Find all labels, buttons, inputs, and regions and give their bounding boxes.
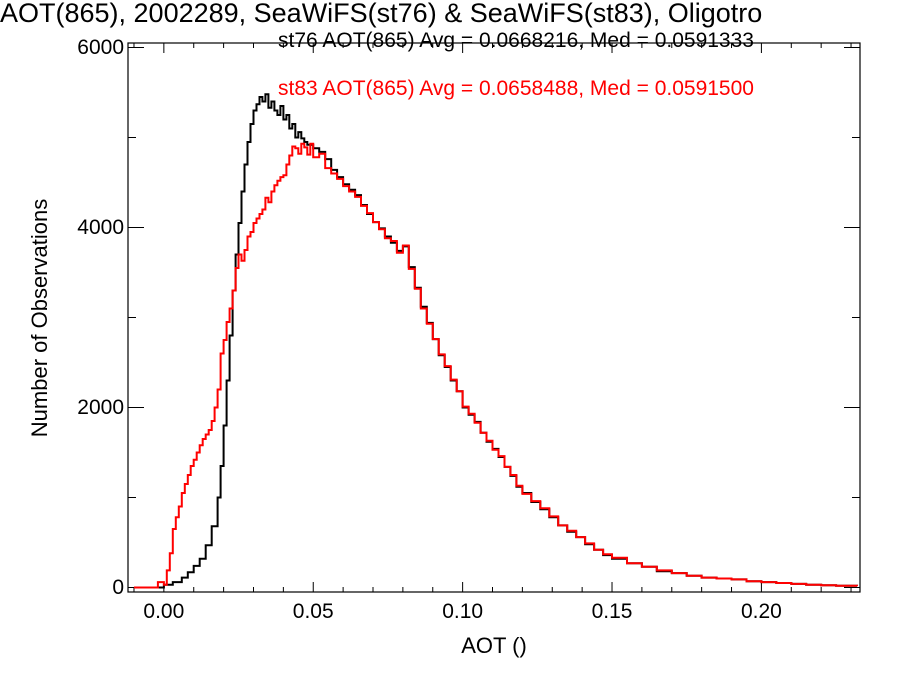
chart-title: AOT(865), 2002289, SeaWiFS(st76) & SeaWi… (0, 0, 763, 28)
series-line-st76 (134, 93, 858, 589)
x-tick-label: 0.10 (442, 600, 484, 623)
x-axis-label: AOT () (461, 633, 527, 658)
legend-entry-st83: st83 AOT(865) Avg = 0.0658488, Med = 0.0… (278, 77, 754, 100)
y-tick-label: 0 (112, 575, 124, 599)
y-axis-label: Number of Observations (27, 198, 52, 438)
plot-frame (127, 42, 861, 593)
series-line-st83 (134, 142, 858, 589)
y-tick-label: 4000 (77, 215, 124, 239)
x-tick-label: 0.00 (143, 600, 185, 623)
x-tick-label: 0.20 (740, 600, 782, 623)
series-lines (134, 93, 858, 589)
y-tick-label: 2000 (77, 395, 124, 419)
legend-entry-st76: st76 AOT(865) Avg = 0.0668216, Med = 0.0… (278, 29, 754, 52)
x-tick-label: 0.05 (292, 600, 334, 623)
x-tick-label: 0.15 (591, 600, 633, 623)
y-tick-label: 6000 (77, 35, 124, 59)
axis-ticks (128, 43, 860, 592)
